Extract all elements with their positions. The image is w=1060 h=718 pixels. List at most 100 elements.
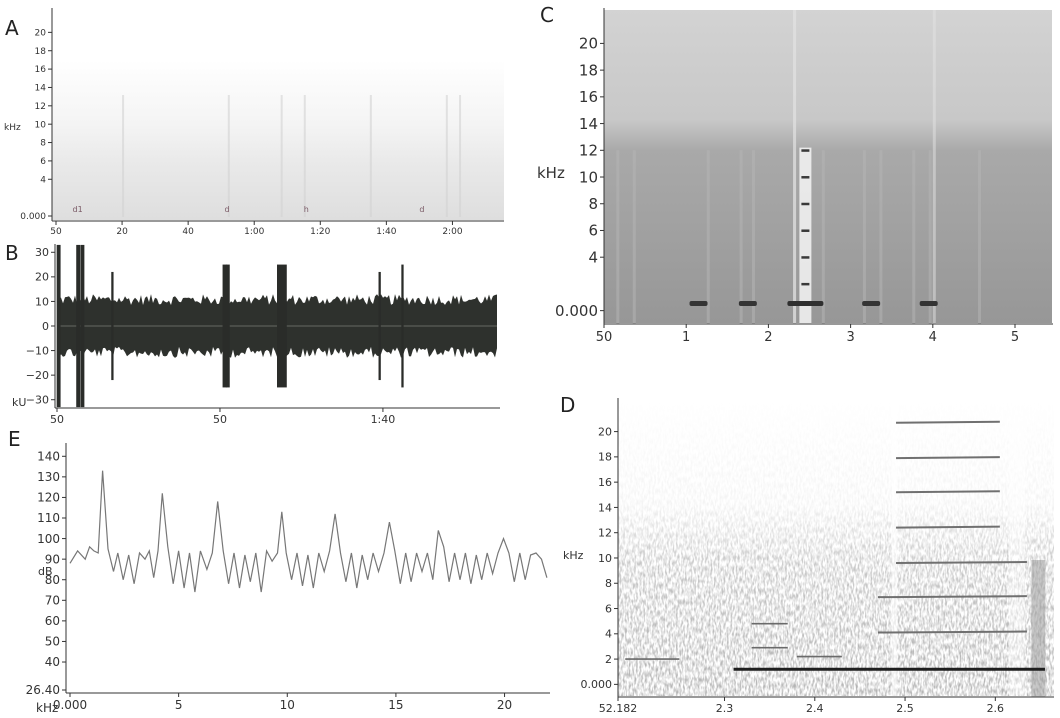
a-ytick-label: 16 bbox=[35, 65, 47, 75]
harmonic-line-d bbox=[877, 630, 1027, 634]
d-xtick-label: 2.4 bbox=[806, 702, 824, 715]
harmonic-line-d bbox=[896, 561, 1027, 565]
call-harmonic-c bbox=[801, 256, 810, 259]
call-harmonic-c bbox=[801, 176, 810, 179]
spectrogram-c-streak bbox=[928, 150, 932, 324]
d-xtick-label: 52.182 bbox=[599, 702, 638, 715]
spectrogram-c-streak bbox=[912, 150, 916, 324]
spectrogram-a-streaks bbox=[122, 95, 462, 217]
waveform-spike bbox=[378, 271, 381, 381]
annotation-a: h bbox=[304, 205, 309, 214]
spectrogram-c-streak bbox=[862, 150, 866, 324]
spectrogram-a-streak bbox=[303, 95, 306, 217]
d-ytick-label: 6 bbox=[605, 602, 612, 615]
b-ytick-label: 0 bbox=[42, 320, 49, 333]
y-ticks-b: 30 20 10 0 −10 −20 −30 bbox=[26, 246, 55, 407]
y-ticks-a: 0.000 4 6 8 10 12 14 16 18 20 bbox=[20, 29, 52, 222]
call-harmonic-c bbox=[801, 149, 810, 152]
e-ytick-label: 50 bbox=[45, 635, 60, 649]
a-ytick-label: 6 bbox=[40, 157, 46, 167]
c-xtick-label: 5 bbox=[1011, 330, 1019, 345]
spectrogram-a-streak bbox=[445, 95, 448, 217]
waveform-spike bbox=[401, 264, 404, 388]
spectrogram-d-bands bbox=[891, 400, 1046, 697]
waveform-b bbox=[56, 244, 497, 408]
panel-e: E 26.40 40 50 60 70 80 90 100 110 120 130 140 0.000… bbox=[8, 427, 550, 715]
panel-label-b: B bbox=[5, 241, 19, 265]
spectrogram-a-streak bbox=[122, 95, 125, 217]
harmonic-line-d bbox=[896, 490, 1000, 494]
a-ytick-label: 18 bbox=[35, 47, 47, 57]
y-ticks-c: 0.000 4 6 8 10 12 14 16 18 20 bbox=[555, 35, 604, 320]
c-ytick-label: 16 bbox=[579, 88, 598, 106]
c-ytick-label: 12 bbox=[579, 142, 598, 160]
e-ytick-label: 70 bbox=[45, 594, 60, 608]
call-harmonic-c bbox=[801, 282, 810, 286]
panel-a: A 0.000 4 6 8 10 12 14 16 18 20 50 20 40 1:00 1:20 1:4… bbox=[4, 8, 504, 237]
a-ytick-label: 12 bbox=[35, 102, 46, 112]
waveform-spike bbox=[225, 264, 230, 388]
spectrogram-c-streak bbox=[879, 150, 883, 324]
d-xtick-label: 2.6 bbox=[987, 702, 1005, 715]
x-ticks-d: 52.182 2.3 2.4 2.5 2.6 bbox=[599, 697, 1004, 715]
e-ytick-label: 110 bbox=[37, 511, 60, 525]
harmonic-line-d bbox=[896, 456, 1000, 460]
call-mark-c bbox=[919, 300, 938, 306]
call-column-c bbox=[799, 147, 812, 324]
c-ytick-label: 4 bbox=[588, 248, 598, 266]
e-xtick-label: 0.000 bbox=[53, 698, 87, 712]
e-xtick-label: 5 bbox=[175, 698, 183, 712]
spectrogram-c-streak bbox=[632, 150, 636, 324]
annotation-a: d bbox=[224, 205, 229, 214]
d-xtick-label: 2.3 bbox=[716, 702, 734, 715]
call-harmonic-c bbox=[801, 202, 810, 206]
e-ytick-label: 40 bbox=[45, 655, 60, 669]
d-ytick-label: 18 bbox=[598, 451, 612, 464]
c-xtick-label: 3 bbox=[846, 330, 854, 345]
spectrogram-c-streak bbox=[793, 10, 797, 324]
spectrogram-c-streaks bbox=[616, 10, 982, 324]
b-xtick-label: 1:40 bbox=[371, 413, 396, 426]
annotations-a: d1 d h d bbox=[73, 205, 425, 214]
x-axis-label-e: kHz bbox=[36, 701, 58, 715]
y-ticks-e: 26.40 40 50 60 70 80 90 100 110 120 130 140 bbox=[26, 449, 66, 697]
waveform-spike bbox=[277, 264, 287, 388]
x-ticks-e: 0.000 5 10 15 20 bbox=[53, 693, 512, 712]
e-ytick-label: 26.40 bbox=[26, 683, 60, 697]
call-mark-c bbox=[862, 300, 881, 306]
call-harmonic-c bbox=[801, 229, 810, 232]
spectrogram-a-streak bbox=[227, 95, 230, 217]
spectrogram-d-band bbox=[1031, 560, 1046, 697]
e-xtick-label: 15 bbox=[388, 698, 403, 712]
spectrogram-c-streak bbox=[821, 150, 825, 324]
e-ytick-label: 120 bbox=[37, 491, 60, 505]
spectrogram-c-streak bbox=[616, 150, 620, 324]
x-ticks-b: 50 50 1:40 bbox=[50, 408, 395, 426]
spectrogram-c-streak bbox=[706, 150, 710, 324]
e-ytick-label: 140 bbox=[37, 449, 60, 463]
y-axis-label-d: kHz bbox=[563, 549, 584, 562]
b-ytick-label: 10 bbox=[35, 295, 49, 308]
spectrogram-c-streak bbox=[751, 150, 755, 324]
d-xtick-label: 2.5 bbox=[896, 702, 914, 715]
panel-label-e: E bbox=[8, 427, 21, 451]
a-ytick-label: 20 bbox=[35, 29, 47, 39]
y-axis-label-b: kU bbox=[12, 396, 26, 409]
spectrogram-a-streak bbox=[280, 95, 283, 217]
d-ytick-label: 2 bbox=[605, 653, 612, 666]
spectrogram-d-band bbox=[1008, 400, 1025, 697]
c-ytick-label: 10 bbox=[579, 168, 598, 186]
e-xtick-label: 20 bbox=[497, 698, 512, 712]
e-ytick-label: 90 bbox=[45, 552, 60, 566]
c-xtick-label: 4 bbox=[929, 330, 937, 345]
e-ytick-label: 60 bbox=[45, 614, 60, 628]
c-ytick-label: 20 bbox=[579, 35, 598, 53]
y-axis-label-e: dB bbox=[38, 565, 53, 578]
b-xtick-label: 50 bbox=[50, 413, 64, 426]
c-ytick-label: 18 bbox=[579, 61, 598, 79]
waveform-spike bbox=[111, 271, 114, 381]
harmonic-line-d bbox=[877, 595, 1027, 599]
a-ytick-label: 10 bbox=[35, 120, 47, 130]
spectrogram-a-streak bbox=[459, 95, 462, 217]
